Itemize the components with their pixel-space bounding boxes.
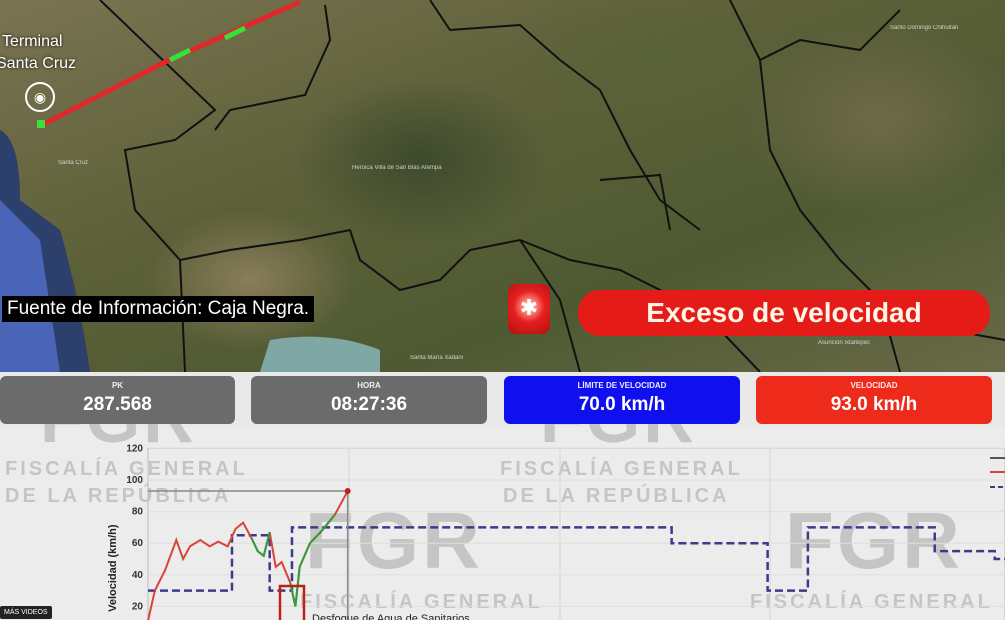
speed-limit-label: LÍMITE DE VELOCIDAD <box>577 381 667 390</box>
speed-line-highlight <box>289 514 336 607</box>
time-label: HORA <box>357 381 381 390</box>
terminal-label: Terminal <box>2 33 63 50</box>
plot-frame <box>147 447 1005 620</box>
place-label: Santa Cruz <box>58 160 89 166</box>
speed-limit-value: 70.0 km/h <box>578 394 666 415</box>
place-label: Heroica Villa de San Blas Atempa <box>352 165 442 171</box>
y-tick-label: 100 <box>126 475 143 486</box>
watermark-text: FISCALÍA GENERAL <box>750 591 993 613</box>
speed-limit-line <box>148 526 1005 592</box>
watermark-text: FISCALÍA GENERAL <box>5 458 248 480</box>
more-videos-button[interactable]: MÁS VIDEOS <box>0 606 52 619</box>
chart-panel <box>0 428 1005 620</box>
place-label: Santo Domingo Chihuitán <box>890 25 959 31</box>
y-tick-label: 60 <box>132 538 144 549</box>
annotation-box <box>278 584 306 620</box>
pk-value: 287.568 <box>83 394 152 415</box>
terminal-label-2: Santa Cruz <box>0 55 77 72</box>
y-tick-label: 120 <box>126 443 143 454</box>
watermark-logo: FGR <box>785 496 963 585</box>
current-speed-point <box>344 488 351 495</box>
alarm-light-icon: ✱ <box>508 284 550 334</box>
speed-box: VELOCIDAD 93.0 km/h <box>756 376 992 424</box>
bus-pin-icon[interactable]: ◉ <box>25 82 55 112</box>
watermark-text: FISCALÍA GENERAL <box>300 591 543 613</box>
speed-line-highlight <box>250 531 271 558</box>
speed-value: 93.0 km/h <box>830 394 918 415</box>
pk-box: PK 287.568 <box>0 376 235 424</box>
source-caption: Fuente de Información: Caja Negra. <box>2 296 315 322</box>
time-box: HORA 08:27:36 <box>251 376 487 424</box>
annotation-label: Desfogue de Agua de Sanitarios <box>312 613 470 620</box>
y-tick-label: 80 <box>132 507 144 518</box>
watermark-logo: FGR <box>305 496 483 585</box>
place-label: Asunción Ixtaltepec <box>818 340 871 346</box>
time-value: 08:27:36 <box>330 394 408 415</box>
watermark-text: DE LA REPÚBLICA <box>503 485 730 507</box>
pk-label: PK <box>111 381 124 390</box>
speed-chart: 120 100 80 60 40 20 Velocidad (km/h) Desfogue d… <box>107 443 1005 620</box>
alert-banner: Exceso de velocidad <box>578 290 990 336</box>
y-tick-label: 20 <box>132 601 144 612</box>
y-axis-label: Velocidad (km/h) <box>107 524 119 612</box>
satellite-map[interactable]: Terminal Santa Cruz ◉ Heroica Villa de S… <box>0 0 1005 372</box>
speed-label: VELOCIDAD <box>850 381 898 390</box>
speed-line <box>147 490 349 620</box>
y-tick-label: 40 <box>132 570 144 581</box>
place-label: Santa María Xadani <box>410 355 464 361</box>
speed-limit-box: LÍMITE DE VELOCIDAD 70.0 km/h <box>504 376 740 424</box>
